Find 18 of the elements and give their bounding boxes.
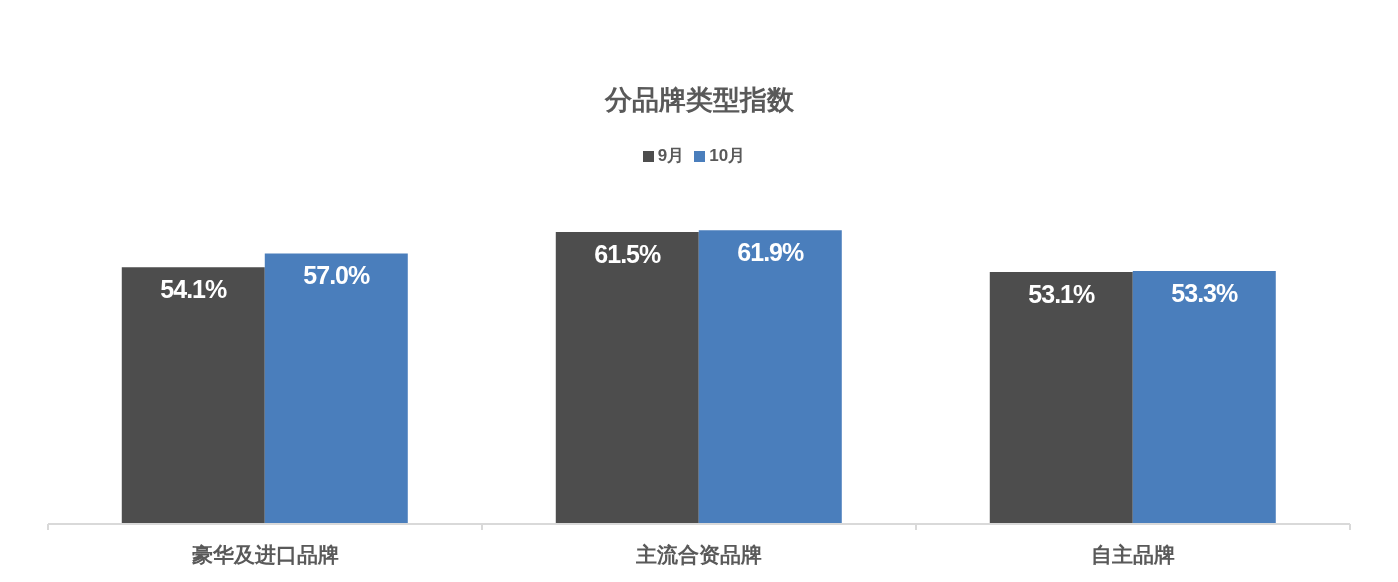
data-label: 53.1% [1028,279,1095,308]
data-label: 53.3% [1171,278,1238,307]
data-label: 61.9% [737,237,804,266]
legend-label: 10月 [709,146,746,165]
data-label: 54.1% [160,274,227,303]
legend-label: 9月 [657,146,685,165]
bar [555,232,699,524]
bar [989,271,1133,524]
bar [121,267,265,524]
data-label: 61.5% [594,239,661,268]
bar [264,253,408,524]
chart-title: 分品牌类型指数 [603,84,795,117]
x-tick-label: 自主品牌 [1091,543,1175,566]
x-tick-label: 主流合资品牌 [635,543,762,566]
bar [698,230,842,524]
data-label: 57.0% [303,261,370,290]
x-tick-label: 豪华及进口品牌 [190,543,339,566]
bar [1132,271,1276,524]
